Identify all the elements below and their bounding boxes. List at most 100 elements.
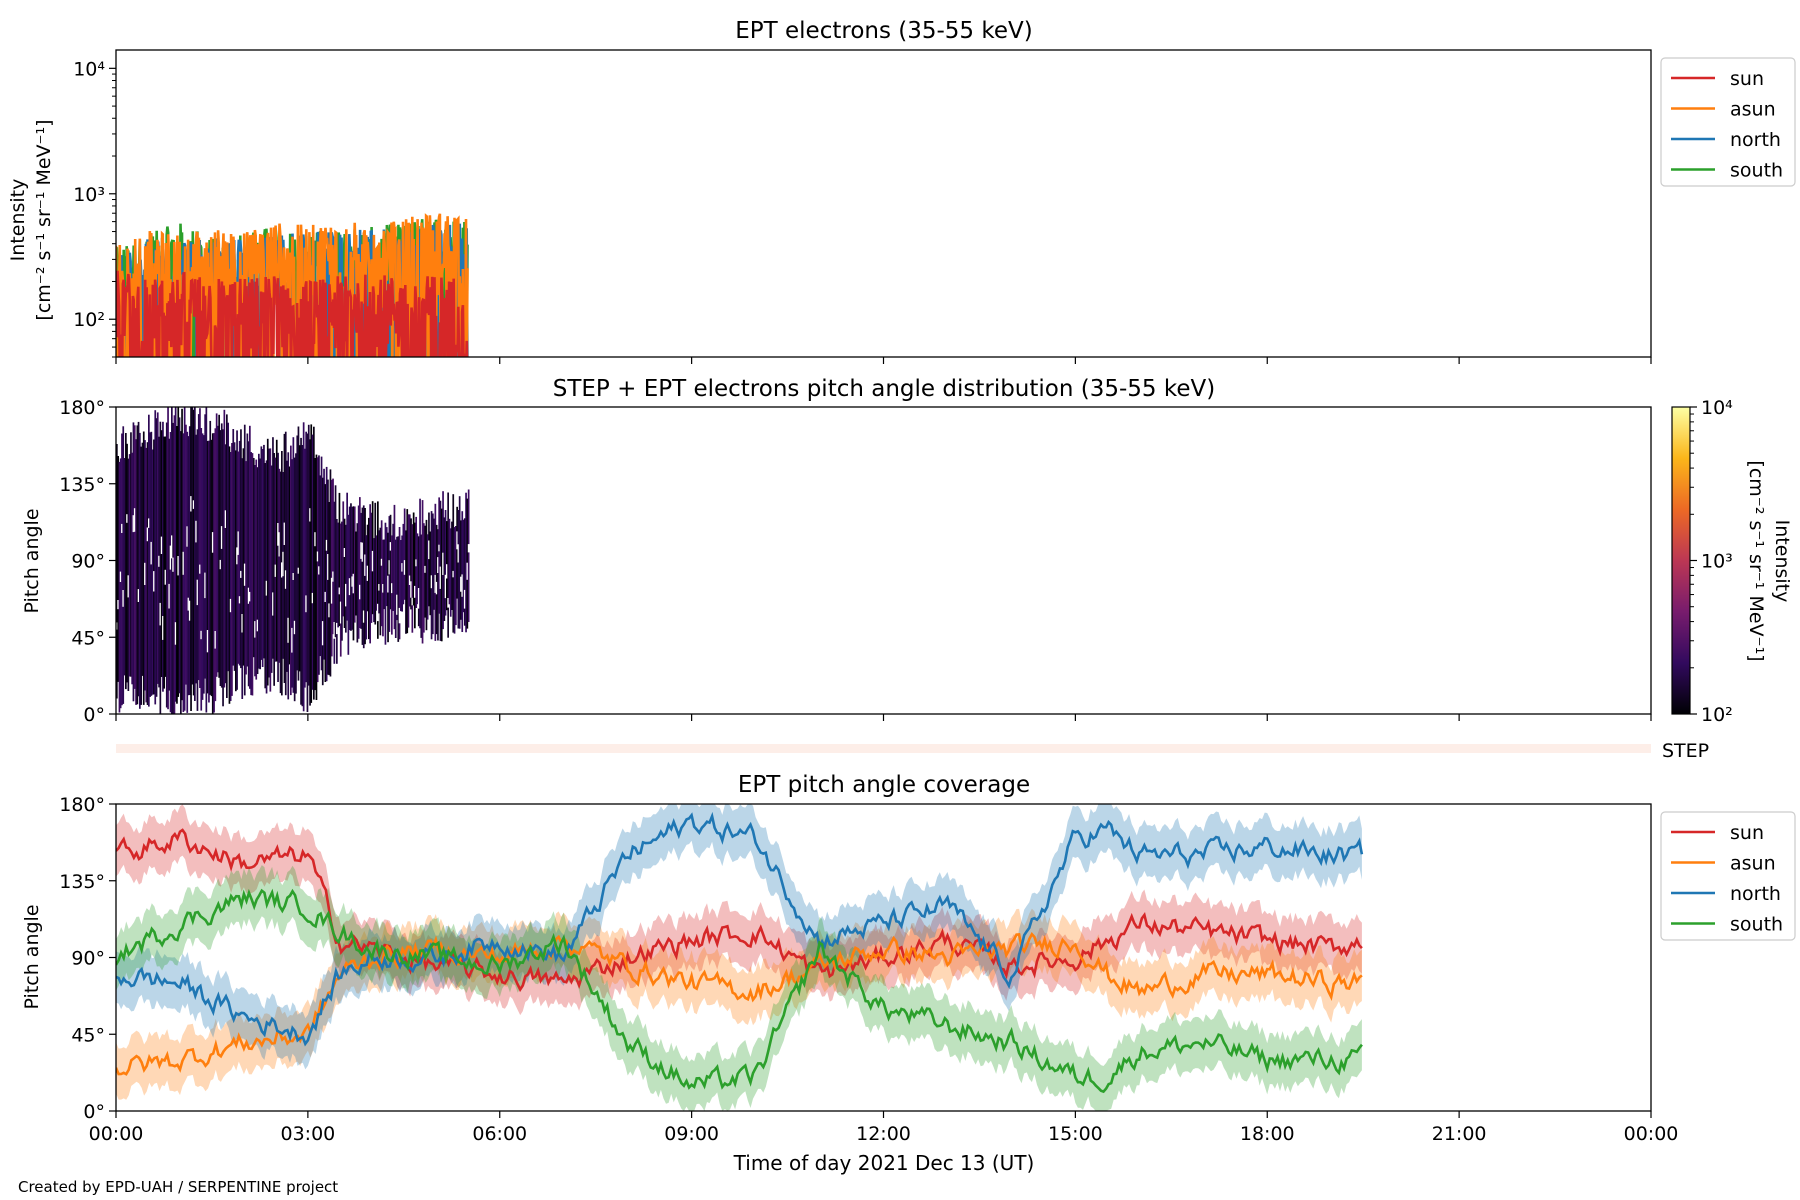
heatmap-gap	[378, 584, 380, 591]
heatmap-column	[240, 429, 242, 669]
heatmap-gap	[206, 630, 209, 653]
heatmap-column	[368, 517, 370, 640]
heatmap-column	[205, 407, 208, 713]
heatmap-column	[122, 426, 125, 704]
heatmap-column	[213, 433, 215, 713]
heatmap-gap	[309, 508, 311, 522]
heatmap-gap	[171, 535, 173, 559]
heatmap-column	[412, 512, 415, 606]
heatmap-gap	[360, 542, 363, 559]
heatmap-gap	[332, 571, 334, 582]
heatmap-column	[393, 504, 396, 630]
heatmap-column	[425, 519, 428, 631]
heatmap-column	[377, 501, 379, 639]
heatmap-gap	[122, 590, 125, 607]
y-tick-label: 0°	[83, 1101, 105, 1123]
heatmap-column	[365, 535, 368, 640]
heatmap-column	[136, 425, 139, 705]
heatmap-column	[307, 424, 310, 686]
heatmap-column	[278, 468, 281, 663]
heatmap-gap	[434, 574, 437, 593]
heatmap-column	[187, 436, 190, 696]
heatmap-gap	[348, 578, 351, 596]
heatmap-column	[402, 523, 405, 605]
heatmap-gap	[153, 571, 155, 592]
step-strip-bar	[116, 744, 1651, 753]
heatmap-gap	[160, 536, 163, 554]
heatmap-gap	[389, 542, 392, 551]
heatmap-gap	[187, 597, 190, 611]
heatmap-column	[421, 500, 424, 644]
heatmap-column	[304, 448, 306, 688]
heatmap-gap	[345, 583, 347, 607]
heatmap-gap	[377, 603, 379, 622]
heatmap-column	[359, 497, 361, 628]
heatmap-column	[250, 452, 252, 696]
heatmap-column	[400, 540, 402, 612]
heatmap-column	[383, 539, 385, 610]
heatmap-column	[228, 446, 231, 704]
x-tick-label: 00:00	[89, 1123, 144, 1145]
panel-step-strip: STEP	[116, 740, 1709, 762]
heatmap-column	[375, 535, 378, 611]
heatmap-column	[116, 444, 118, 699]
heatmap-column	[302, 422, 305, 712]
heatmap-column	[341, 521, 343, 641]
heatmap-column	[456, 506, 458, 599]
heatmap-column	[329, 469, 332, 677]
heatmap-column	[249, 425, 251, 689]
heatmap-column	[131, 452, 133, 685]
heatmap-gap	[316, 551, 319, 562]
panel3-legend: sun asun north south	[1660, 811, 1796, 941]
heatmap-column	[336, 519, 338, 664]
heatmap-gap	[287, 617, 290, 643]
heatmap-column	[460, 520, 462, 620]
heatmap-gap	[460, 576, 462, 592]
heatmap-gap	[204, 572, 207, 599]
heatmap-column	[348, 506, 351, 631]
heatmap-column	[384, 522, 387, 645]
heatmap-gap	[467, 544, 470, 553]
heatmap-column	[273, 453, 275, 686]
heatmap-column	[210, 439, 213, 697]
heatmap-column	[165, 422, 168, 708]
heatmap-gap	[424, 565, 427, 573]
heatmap-column	[265, 460, 268, 694]
heatmap-column	[426, 534, 429, 620]
heatmap-column	[252, 458, 255, 658]
heatmap-gap	[417, 588, 420, 609]
heatmap-column	[295, 453, 297, 694]
heatmap-gap	[229, 598, 232, 613]
heatmap-column	[447, 492, 449, 638]
heatmap-column	[123, 458, 126, 676]
heatmap-column	[423, 523, 425, 633]
heatmap-gap	[188, 600, 191, 621]
heatmap-column	[238, 440, 241, 666]
colorbar-label-line1: Intensity	[1771, 520, 1793, 603]
heatmap-column	[338, 492, 341, 627]
heatmap-column	[428, 512, 430, 607]
heatmap-gap	[247, 587, 250, 604]
heatmap-column	[224, 444, 227, 684]
heatmap-column	[153, 439, 155, 695]
heatmap-gap	[311, 592, 314, 604]
heatmap-gap	[338, 587, 341, 595]
heatmap-gap	[371, 550, 374, 572]
heatmap-column	[452, 494, 455, 633]
panel3-y-axis: 0° 45° 90° 135° 180°	[59, 794, 116, 1123]
heatmap-column	[274, 457, 277, 662]
heatmap-gap	[283, 522, 286, 545]
heatmap-gap	[237, 531, 240, 555]
heatmap-column	[416, 533, 419, 605]
heatmap-column	[408, 514, 411, 607]
heatmap-gap	[408, 575, 411, 585]
heatmap-gap	[463, 589, 466, 609]
heatmap-gap	[116, 622, 118, 630]
heatmap-column	[324, 484, 327, 682]
y-tick-label: 45°	[71, 1024, 105, 1046]
heatmap-column	[325, 466, 328, 682]
x-tick-label: 03:00	[280, 1123, 335, 1145]
series-line-south	[116, 888, 1363, 1094]
heatmap-column	[148, 414, 150, 707]
